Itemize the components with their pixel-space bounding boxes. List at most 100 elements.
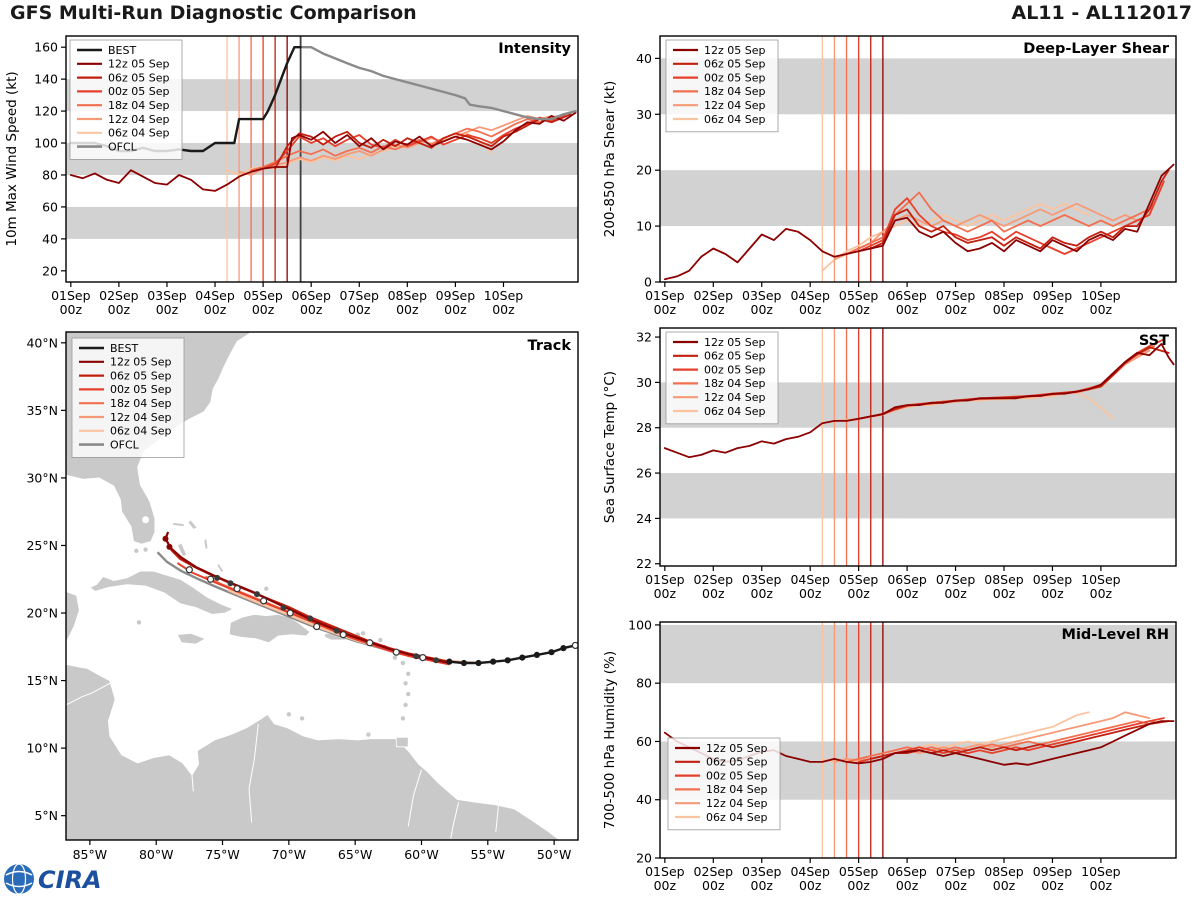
svg-text:40: 40	[42, 231, 58, 246]
svg-text:00z: 00z	[993, 302, 1016, 317]
svg-text:18z 04 Sep: 18z 04 Sep	[108, 99, 170, 112]
svg-text:22: 22	[636, 556, 652, 571]
svg-text:00z: 00z	[993, 586, 1016, 601]
svg-text:00z: 00z	[702, 878, 725, 893]
svg-text:20: 20	[636, 163, 652, 178]
svg-text:30°N: 30°N	[26, 470, 58, 485]
svg-text:70°W: 70°W	[272, 847, 307, 862]
svg-text:OFCL: OFCL	[108, 140, 138, 153]
cira-logo-text: CIRA	[38, 866, 102, 894]
svg-text:10m Max Wind Speed (kt): 10m Max Wind Speed (kt)	[4, 71, 20, 246]
svg-text:01Sep: 01Sep	[51, 288, 91, 303]
svg-text:01Sep: 01Sep	[645, 864, 685, 879]
svg-text:30: 30	[636, 375, 652, 390]
svg-text:06z 05 Sep: 06z 05 Sep	[108, 71, 170, 84]
svg-text:00z: 00z	[751, 878, 774, 893]
svg-text:00z: 00z	[204, 302, 227, 317]
svg-text:00z: 00z	[799, 586, 822, 601]
svg-text:OFCL: OFCL	[110, 438, 140, 451]
svg-text:00z: 00z	[751, 302, 774, 317]
svg-text:00z: 00z	[896, 302, 919, 317]
svg-text:00z: 00z	[896, 878, 919, 893]
svg-text:10°N: 10°N	[26, 741, 58, 756]
svg-text:05Sep: 05Sep	[243, 288, 283, 303]
svg-text:03Sep: 03Sep	[742, 572, 782, 587]
svg-text:06z 04 Sep: 06z 04 Sep	[110, 425, 172, 438]
svg-text:700-500 hPa Humidity (%): 700-500 hPa Humidity (%)	[602, 651, 618, 829]
svg-text:10: 10	[636, 219, 652, 234]
svg-text:00z: 00z	[1090, 586, 1113, 601]
svg-text:18z 04 Sep: 18z 04 Sep	[110, 397, 172, 410]
svg-text:Sea Surface Temp (°C): Sea Surface Temp (°C)	[602, 371, 618, 523]
svg-text:50°W: 50°W	[537, 847, 572, 862]
svg-text:Track: Track	[528, 338, 572, 354]
svg-text:00z: 00z	[847, 302, 870, 317]
svg-text:00z: 00z	[799, 878, 822, 893]
svg-text:55°W: 55°W	[471, 847, 506, 862]
svg-text:BEST: BEST	[110, 342, 138, 355]
svg-text:00z: 00z	[944, 302, 967, 317]
svg-text:00z 05 Sep: 00z 05 Sep	[706, 769, 768, 782]
svg-text:35°N: 35°N	[26, 403, 58, 418]
svg-text:18z 04 Sep: 18z 04 Sep	[706, 783, 768, 796]
svg-text:08Sep: 08Sep	[984, 572, 1024, 587]
svg-text:00z: 00z	[751, 586, 774, 601]
svg-text:01Sep: 01Sep	[645, 572, 685, 587]
sst-chart: 22242628303201Sep00z02Sep00z03Sep00z04Se…	[602, 327, 1177, 601]
svg-text:06Sep: 06Sep	[887, 864, 927, 879]
svg-text:00z: 00z	[896, 586, 919, 601]
svg-text:02Sep: 02Sep	[694, 288, 734, 303]
svg-text:24: 24	[636, 511, 652, 526]
svg-text:120: 120	[34, 104, 58, 119]
svg-text:07Sep: 07Sep	[936, 572, 976, 587]
svg-text:12z 04 Sep: 12z 04 Sep	[108, 113, 170, 126]
svg-text:07Sep: 07Sep	[340, 288, 380, 303]
svg-text:5°N: 5°N	[34, 808, 58, 823]
svg-text:00z: 00z	[1041, 878, 1064, 893]
svg-text:00z: 00z	[847, 586, 870, 601]
svg-text:85°W: 85°W	[73, 847, 108, 862]
svg-text:60: 60	[42, 199, 58, 214]
svg-text:04Sep: 04Sep	[195, 288, 235, 303]
svg-text:07Sep: 07Sep	[936, 864, 976, 879]
storm-id: AL11 - AL112017	[1011, 2, 1193, 24]
svg-text:05Sep: 05Sep	[839, 864, 879, 879]
svg-text:00z: 00z	[1041, 586, 1064, 601]
svg-text:12z 04 Sep: 12z 04 Sep	[704, 391, 766, 404]
svg-text:20: 20	[636, 851, 652, 866]
svg-text:160: 160	[34, 40, 58, 55]
svg-text:Mid-Level RH: Mid-Level RH	[1062, 627, 1169, 643]
svg-text:08Sep: 08Sep	[388, 288, 428, 303]
svg-text:02Sep: 02Sep	[694, 572, 734, 587]
svg-text:03Sep: 03Sep	[742, 288, 782, 303]
svg-text:28: 28	[636, 420, 652, 435]
svg-text:07Sep: 07Sep	[936, 288, 976, 303]
svg-text:65°W: 65°W	[338, 847, 373, 862]
page-title: GFS Multi-Run Diagnostic Comparison	[10, 2, 417, 24]
svg-text:00z: 00z	[1090, 302, 1113, 317]
svg-text:06z 04 Sep: 06z 04 Sep	[108, 127, 170, 140]
svg-text:20°N: 20°N	[26, 606, 58, 621]
svg-text:05Sep: 05Sep	[839, 572, 879, 587]
svg-text:00z: 00z	[108, 302, 131, 317]
svg-text:12z 04 Sep: 12z 04 Sep	[706, 797, 768, 810]
svg-text:SST: SST	[1139, 333, 1169, 349]
svg-text:10Sep: 10Sep	[484, 288, 524, 303]
svg-text:09Sep: 09Sep	[1033, 864, 1073, 879]
svg-text:00z 05 Sep: 00z 05 Sep	[704, 71, 766, 84]
svg-text:00z: 00z	[654, 586, 677, 601]
svg-text:60: 60	[636, 734, 652, 749]
rh-chart: 2040608010001Sep00z02Sep00z03Sep00z04Sep…	[602, 617, 1177, 893]
svg-text:100: 100	[34, 136, 58, 151]
svg-text:40°N: 40°N	[26, 335, 58, 350]
svg-text:00z: 00z	[944, 878, 967, 893]
svg-text:Intensity: Intensity	[498, 41, 571, 57]
svg-text:06Sep: 06Sep	[887, 288, 927, 303]
svg-text:06z 05 Sep: 06z 05 Sep	[110, 369, 172, 382]
svg-text:26: 26	[636, 466, 652, 481]
svg-text:12z 05 Sep: 12z 05 Sep	[706, 742, 768, 755]
svg-text:32: 32	[636, 330, 652, 345]
cira-logo: CIRA	[2, 858, 132, 900]
svg-text:06z 04 Sep: 06z 04 Sep	[704, 405, 766, 418]
